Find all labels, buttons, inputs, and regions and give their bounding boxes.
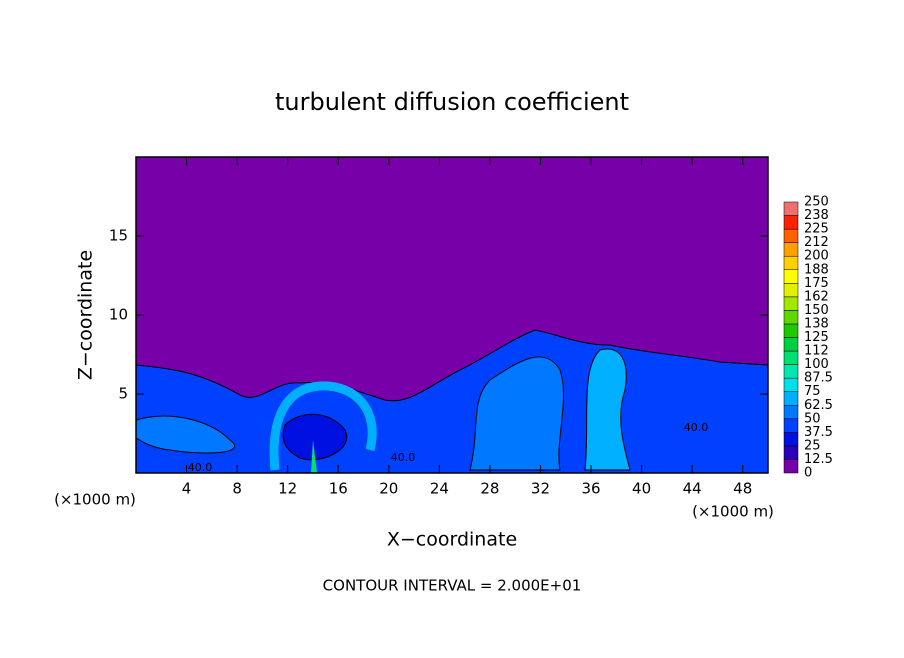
x-unit: (×1000 m) <box>692 503 774 521</box>
x-tick-label: 20 <box>379 480 398 498</box>
colorbar-label: 50 <box>804 411 821 426</box>
colorbar-label: 0 <box>804 466 812 481</box>
colorbar-swatch <box>783 228 799 243</box>
y-tick-label: 15 <box>109 227 128 245</box>
colorbar-swatch <box>783 201 799 216</box>
colorbar-label: 87.5 <box>804 371 833 386</box>
x-tick-label: 4 <box>182 480 192 498</box>
colorbar-label: 112 <box>804 344 829 359</box>
x-tick-label: 24 <box>430 480 449 498</box>
colorbar-swatch <box>783 255 799 271</box>
x-tick-label: 36 <box>581 480 600 498</box>
colorbar-swatch <box>783 364 799 379</box>
colorbar-label: 188 <box>804 262 829 277</box>
colorbar-label: 175 <box>804 276 829 291</box>
colorbar-swatch <box>783 283 799 298</box>
colorbar-swatch <box>783 337 799 352</box>
x-tick-label: 28 <box>480 480 499 498</box>
field-region <box>135 415 236 454</box>
colorbar-label: 75 <box>804 384 821 399</box>
y-tick-label: 5 <box>118 385 128 403</box>
colorbar-swatch <box>783 445 799 460</box>
colorbar-label: 200 <box>804 249 829 264</box>
annotation: CONTOUR INTERVAL = 2.000E+01 <box>323 577 582 595</box>
colorbar-swatch <box>783 323 799 338</box>
colorbar-swatch <box>783 459 799 474</box>
colorbar-swatch <box>783 377 799 392</box>
colorbar-label: 62.5 <box>804 398 833 413</box>
colorbar-swatch <box>783 391 799 406</box>
colorbar-label: 162 <box>804 289 829 304</box>
contour-label: 40.0 <box>188 461 213 474</box>
colorbar-label: 238 <box>804 208 829 223</box>
x-tick-label: 32 <box>531 480 550 498</box>
colorbar-label: 225 <box>804 222 829 237</box>
colorbar-label: 37.5 <box>804 425 833 440</box>
x-axis-label: X−coordinate <box>387 529 517 551</box>
colorbar-label: 150 <box>804 303 829 318</box>
field-region <box>282 413 348 461</box>
field-region <box>584 348 631 471</box>
field-region <box>311 440 317 473</box>
field-region <box>269 381 377 471</box>
colorbar-swatch <box>783 269 799 284</box>
x-tick-label: 48 <box>733 480 752 498</box>
contour-label: 40.0 <box>684 421 709 434</box>
field-region <box>469 356 565 471</box>
colorbar-label: 212 <box>804 235 829 250</box>
colorbar-swatch <box>783 310 799 325</box>
chart-title: turbulent diffusion coefficient <box>275 88 629 116</box>
y-tick-label: 10 <box>109 306 128 324</box>
x-tick-label: 16 <box>329 480 348 498</box>
colorbar-swatch <box>783 418 799 433</box>
colorbar-label: 25 <box>804 438 821 453</box>
colorbar-label: 250 <box>804 195 829 210</box>
x-tick-label: 12 <box>278 480 297 498</box>
colorbar-label: 125 <box>804 330 829 345</box>
x-unit: (×1000 m) <box>54 491 136 509</box>
colorbar-label: 138 <box>804 316 829 331</box>
colorbar-label: 12.5 <box>804 452 833 467</box>
x-tick-label: 40 <box>632 480 651 498</box>
colorbar-swatch <box>783 432 799 447</box>
colorbar-swatch <box>783 242 799 257</box>
colorbar-swatch <box>783 215 799 230</box>
contour-label: 40.0 <box>391 451 416 464</box>
colorbar-label: 100 <box>804 357 829 372</box>
colorbar-swatch <box>783 350 799 365</box>
y-axis-label: Z−coordinate <box>75 250 97 380</box>
colorbar-swatch <box>783 405 799 420</box>
x-tick-label: 8 <box>232 480 242 498</box>
colorbar-swatch <box>783 296 799 311</box>
x-tick-label: 44 <box>683 480 702 498</box>
